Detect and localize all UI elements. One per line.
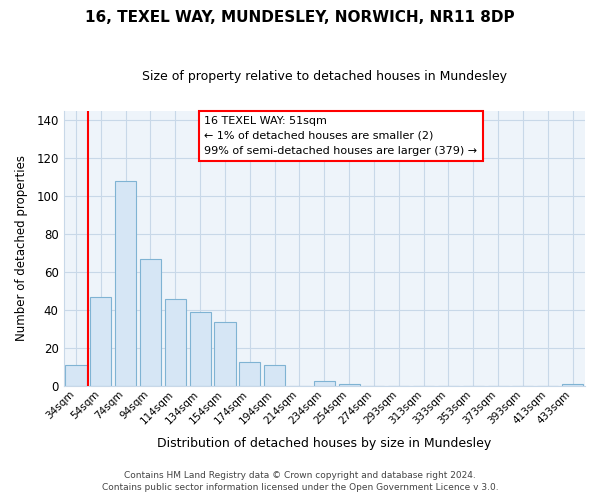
Bar	[214, 322, 236, 386]
Bar	[314, 380, 335, 386]
Bar	[338, 384, 359, 386]
Bar	[140, 259, 161, 386]
Bar	[264, 366, 285, 386]
Bar	[65, 366, 86, 386]
Text: Contains HM Land Registry data © Crown copyright and database right 2024.
Contai: Contains HM Land Registry data © Crown c…	[101, 471, 499, 492]
Title: Size of property relative to detached houses in Mundesley: Size of property relative to detached ho…	[142, 70, 507, 83]
Y-axis label: Number of detached properties: Number of detached properties	[15, 156, 28, 342]
Bar	[190, 312, 211, 386]
Bar	[562, 384, 583, 386]
Text: 16 TEXEL WAY: 51sqm
← 1% of detached houses are smaller (2)
99% of semi-detached: 16 TEXEL WAY: 51sqm ← 1% of detached hou…	[205, 116, 478, 156]
Bar	[239, 362, 260, 386]
Bar	[165, 299, 186, 386]
Bar	[115, 181, 136, 386]
X-axis label: Distribution of detached houses by size in Mundesley: Distribution of detached houses by size …	[157, 437, 491, 450]
Text: 16, TEXEL WAY, MUNDESLEY, NORWICH, NR11 8DP: 16, TEXEL WAY, MUNDESLEY, NORWICH, NR11 …	[85, 10, 515, 25]
Bar	[90, 297, 112, 386]
